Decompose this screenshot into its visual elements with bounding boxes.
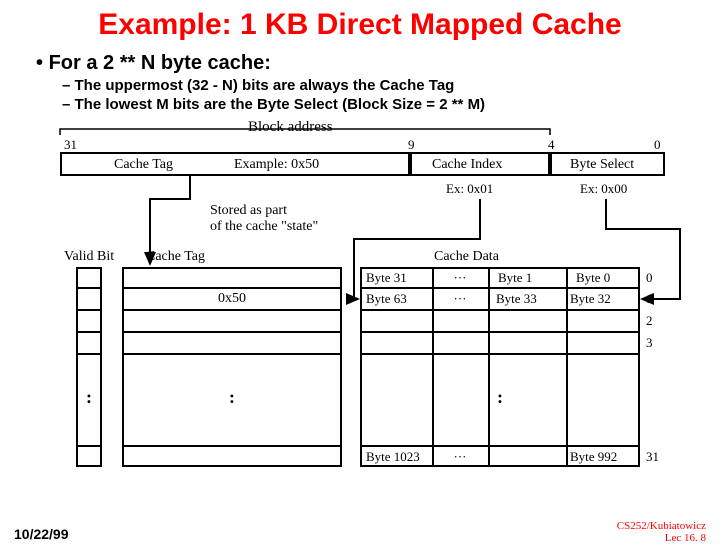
cd-row-div-last	[360, 445, 640, 447]
cache-tag-field: Cache Tag	[114, 157, 173, 173]
bullet-sub1: – The uppermost (32 - N) bits are always…	[62, 77, 720, 94]
cell-dots-r0: ···	[432, 270, 488, 286]
stored-note-l2: of the cache "state"	[210, 219, 318, 235]
cell-byte1023: Byte 1023	[366, 449, 420, 465]
cell-byte1: Byte 1	[498, 270, 532, 286]
vb-row-div-0	[76, 287, 102, 289]
rownum-3: 3	[646, 335, 653, 351]
bullet-sub2-text: The lowest M bits are the Byte Select (B…	[75, 96, 486, 113]
bullet-main: • For a 2 ** N byte cache:	[36, 52, 720, 75]
cd-row-div-2	[360, 331, 640, 333]
ct-row-div-2	[122, 331, 342, 333]
cache-tag-label: Cache Tag	[146, 249, 205, 265]
byte-select-field: Byte Select	[570, 157, 634, 173]
ct-row-div-3	[122, 353, 342, 355]
cell-byte0: Byte 0	[576, 270, 610, 286]
cd-row-div-1	[360, 309, 640, 311]
bullet-sub2: – The lowest M bits are the Byte Select …	[62, 96, 720, 113]
block-address-label: Block address	[248, 119, 333, 136]
tag-value-0x50: 0x50	[122, 291, 342, 307]
ct-row-div-last	[122, 445, 342, 447]
cd-col-div-1	[488, 267, 490, 467]
bullet-list: • For a 2 ** N byte cache: – The uppermo…	[36, 52, 720, 113]
cell-byte63: Byte 63	[366, 291, 407, 307]
bit-31: 31	[64, 137, 77, 153]
rownum-0: 0	[646, 270, 653, 286]
vb-row-div-last	[76, 445, 102, 447]
bit-0: 0	[654, 137, 661, 153]
cache-data-label: Cache Data	[434, 249, 499, 265]
vb-row-div-1	[76, 309, 102, 311]
cache-tag-dots: :	[122, 394, 342, 400]
rownum-1: 1	[646, 291, 653, 307]
ex-index: Ex: 0x01	[446, 181, 493, 197]
rownum-2: 2	[646, 313, 653, 329]
cell-byte32: Byte 32	[570, 291, 611, 307]
ct-row-div-0	[122, 287, 342, 289]
cache-data-dots: :	[360, 394, 640, 400]
example-field: Example: 0x50	[234, 157, 319, 173]
cell-byte33: Byte 33	[496, 291, 537, 307]
cache-diagram: Block address 31 9 4 0 Cache Tag Example…	[20, 119, 700, 499]
ct-row-div-1	[122, 309, 342, 311]
bullet-sub1-text: The uppermost (32 - N) bits are always t…	[75, 77, 455, 94]
footer-course: CS252/Kubiatowicz Lec 16. 8	[617, 520, 706, 544]
cd-row-div-0	[360, 287, 640, 289]
cd-col-div-2	[566, 267, 568, 467]
footer-course-l1: CS252/Kubiatowicz	[617, 520, 706, 532]
bullet-main-text: For a 2 ** N byte cache:	[49, 52, 271, 74]
vb-row-div-3	[76, 353, 102, 355]
cell-dots-rlast: ···	[432, 449, 488, 465]
stored-note-l1: Stored as part	[210, 203, 287, 219]
ex-byte: Ex: 0x00	[580, 181, 627, 197]
footer-course-l2: Lec 16. 8	[665, 532, 706, 544]
cd-row-div-3	[360, 353, 640, 355]
cell-byte992: Byte 992	[570, 449, 617, 465]
valid-bit-dots: :	[76, 394, 102, 400]
cell-dots-r1: ···	[432, 291, 488, 307]
rownum-31: 31	[646, 449, 659, 465]
slide-title: Example: 1 KB Direct Mapped Cache	[0, 8, 720, 42]
bit-4: 4	[548, 137, 555, 153]
cell-byte31: Byte 31	[366, 270, 407, 286]
cache-index-field: Cache Index	[432, 157, 502, 173]
vb-row-div-2	[76, 331, 102, 333]
bit-9: 9	[408, 137, 415, 153]
valid-bit-label: Valid Bit	[64, 249, 114, 265]
valid-bit-column	[76, 267, 102, 467]
